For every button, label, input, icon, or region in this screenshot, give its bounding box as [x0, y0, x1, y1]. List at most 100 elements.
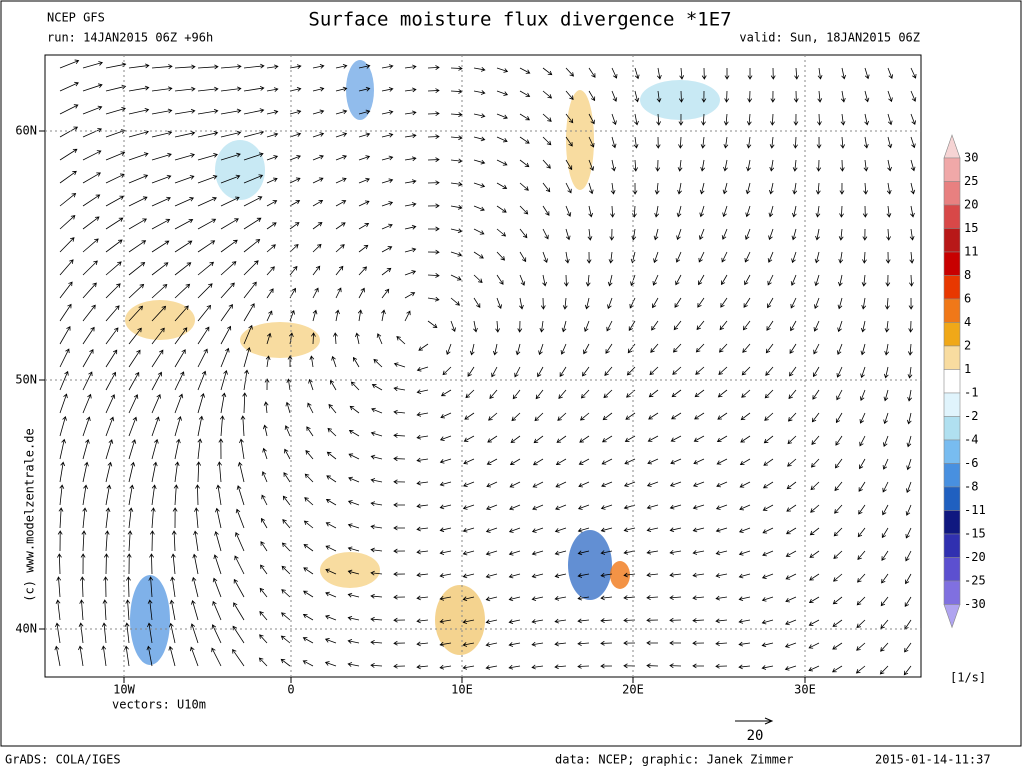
wind-vector [370, 501, 383, 507]
wind-vector [416, 434, 429, 440]
colorbar-label: -8 [964, 480, 978, 494]
wind-vector [105, 327, 119, 345]
wind-vector [510, 435, 521, 443]
colorbar-swatch [943, 439, 961, 464]
wind-vector [723, 113, 729, 126]
wind-vector [606, 320, 613, 332]
wind-vector [219, 415, 225, 437]
wind-vector [358, 109, 371, 115]
latitude-label: 50N [15, 373, 37, 387]
wind-vector [427, 273, 440, 278]
wind-vector [508, 550, 521, 556]
wind-vector [303, 567, 314, 575]
wind-vector [698, 251, 705, 263]
wind-vector [768, 228, 774, 241]
wind-vector [261, 471, 268, 483]
wind-vector [909, 228, 915, 241]
wind-vector [381, 309, 386, 322]
wind-vector [450, 65, 463, 71]
wind-vector [626, 366, 636, 376]
wind-vector [325, 522, 337, 529]
wind-vector [126, 576, 131, 598]
wind-vector [381, 155, 394, 161]
wind-vector [282, 495, 291, 506]
wind-vector [699, 205, 705, 218]
wind-vector [692, 595, 705, 601]
wind-vector [128, 484, 135, 506]
wind-vector [325, 545, 337, 552]
wind-vector [563, 274, 569, 287]
wind-vector [742, 343, 751, 353]
wind-vector [416, 457, 429, 463]
wind-vector [785, 596, 797, 603]
wind-vector [817, 90, 823, 103]
wind-vector [195, 484, 200, 506]
wind-vector [678, 113, 684, 126]
wind-vector [669, 504, 682, 510]
wind-vector [646, 481, 659, 487]
wind-vector [836, 366, 843, 378]
wind-vector [531, 596, 544, 602]
colorbar-swatch [943, 510, 961, 535]
software: GrADS: COLA/IGES [5, 753, 121, 767]
latitude-label: 40N [15, 622, 37, 636]
wind-vector [905, 527, 912, 539]
wind-vector [427, 134, 440, 140]
wind-vector [720, 297, 728, 308]
colorbar-swatch [943, 204, 961, 229]
wind-vector [128, 63, 150, 69]
wind-vector [538, 343, 544, 356]
wind-vector [485, 596, 498, 602]
wind-vector [213, 554, 222, 575]
wind-vector [628, 320, 636, 332]
wind-vector [214, 530, 222, 552]
wind-vector [579, 412, 590, 421]
wind-vector [624, 458, 636, 465]
wind-vector [473, 228, 485, 235]
wind-vector [789, 366, 797, 377]
wind-vector [289, 86, 302, 92]
wind-vector [450, 181, 463, 187]
wind-vector [450, 112, 463, 117]
wind-vector [82, 127, 102, 138]
wind-vector [312, 154, 324, 161]
wind-vector [561, 320, 567, 333]
wind-vector [492, 343, 498, 356]
wind-vector [151, 371, 163, 391]
wind-vector [404, 292, 416, 299]
wind-vector [534, 412, 544, 422]
wind-vector [105, 239, 123, 253]
wind-vector [416, 480, 429, 486]
wind-vector [174, 283, 191, 299]
wind-vector [836, 389, 843, 401]
wind-vector [588, 90, 596, 102]
wind-vector [439, 527, 452, 533]
wind-vector [463, 458, 475, 465]
wind-vector [588, 113, 595, 125]
wind-vector [623, 481, 636, 488]
colorbar-label: -4 [964, 433, 978, 447]
wind-vector [762, 550, 774, 557]
wind-vector [440, 389, 452, 397]
wind-vector [151, 86, 173, 92]
wind-vector [855, 665, 866, 674]
wind-vector [266, 266, 275, 276]
wind-vector [840, 90, 846, 103]
wind-vector [716, 458, 728, 465]
wind-vector [629, 297, 636, 309]
wind-vector [583, 343, 590, 355]
colorbar-swatch [943, 604, 961, 629]
wind-vector [174, 461, 180, 483]
wind-vector [738, 550, 751, 556]
wind-vector [105, 217, 124, 230]
wind-vector [587, 228, 593, 241]
wind-vector [817, 67, 823, 80]
wind-vector [151, 196, 171, 207]
wind-vector [150, 507, 156, 529]
wind-vector [764, 412, 774, 421]
wind-vector [174, 64, 196, 70]
wind-vector [57, 553, 62, 575]
wind-vector [816, 159, 822, 172]
wind-vector [785, 573, 797, 580]
wind-vector [908, 320, 914, 333]
